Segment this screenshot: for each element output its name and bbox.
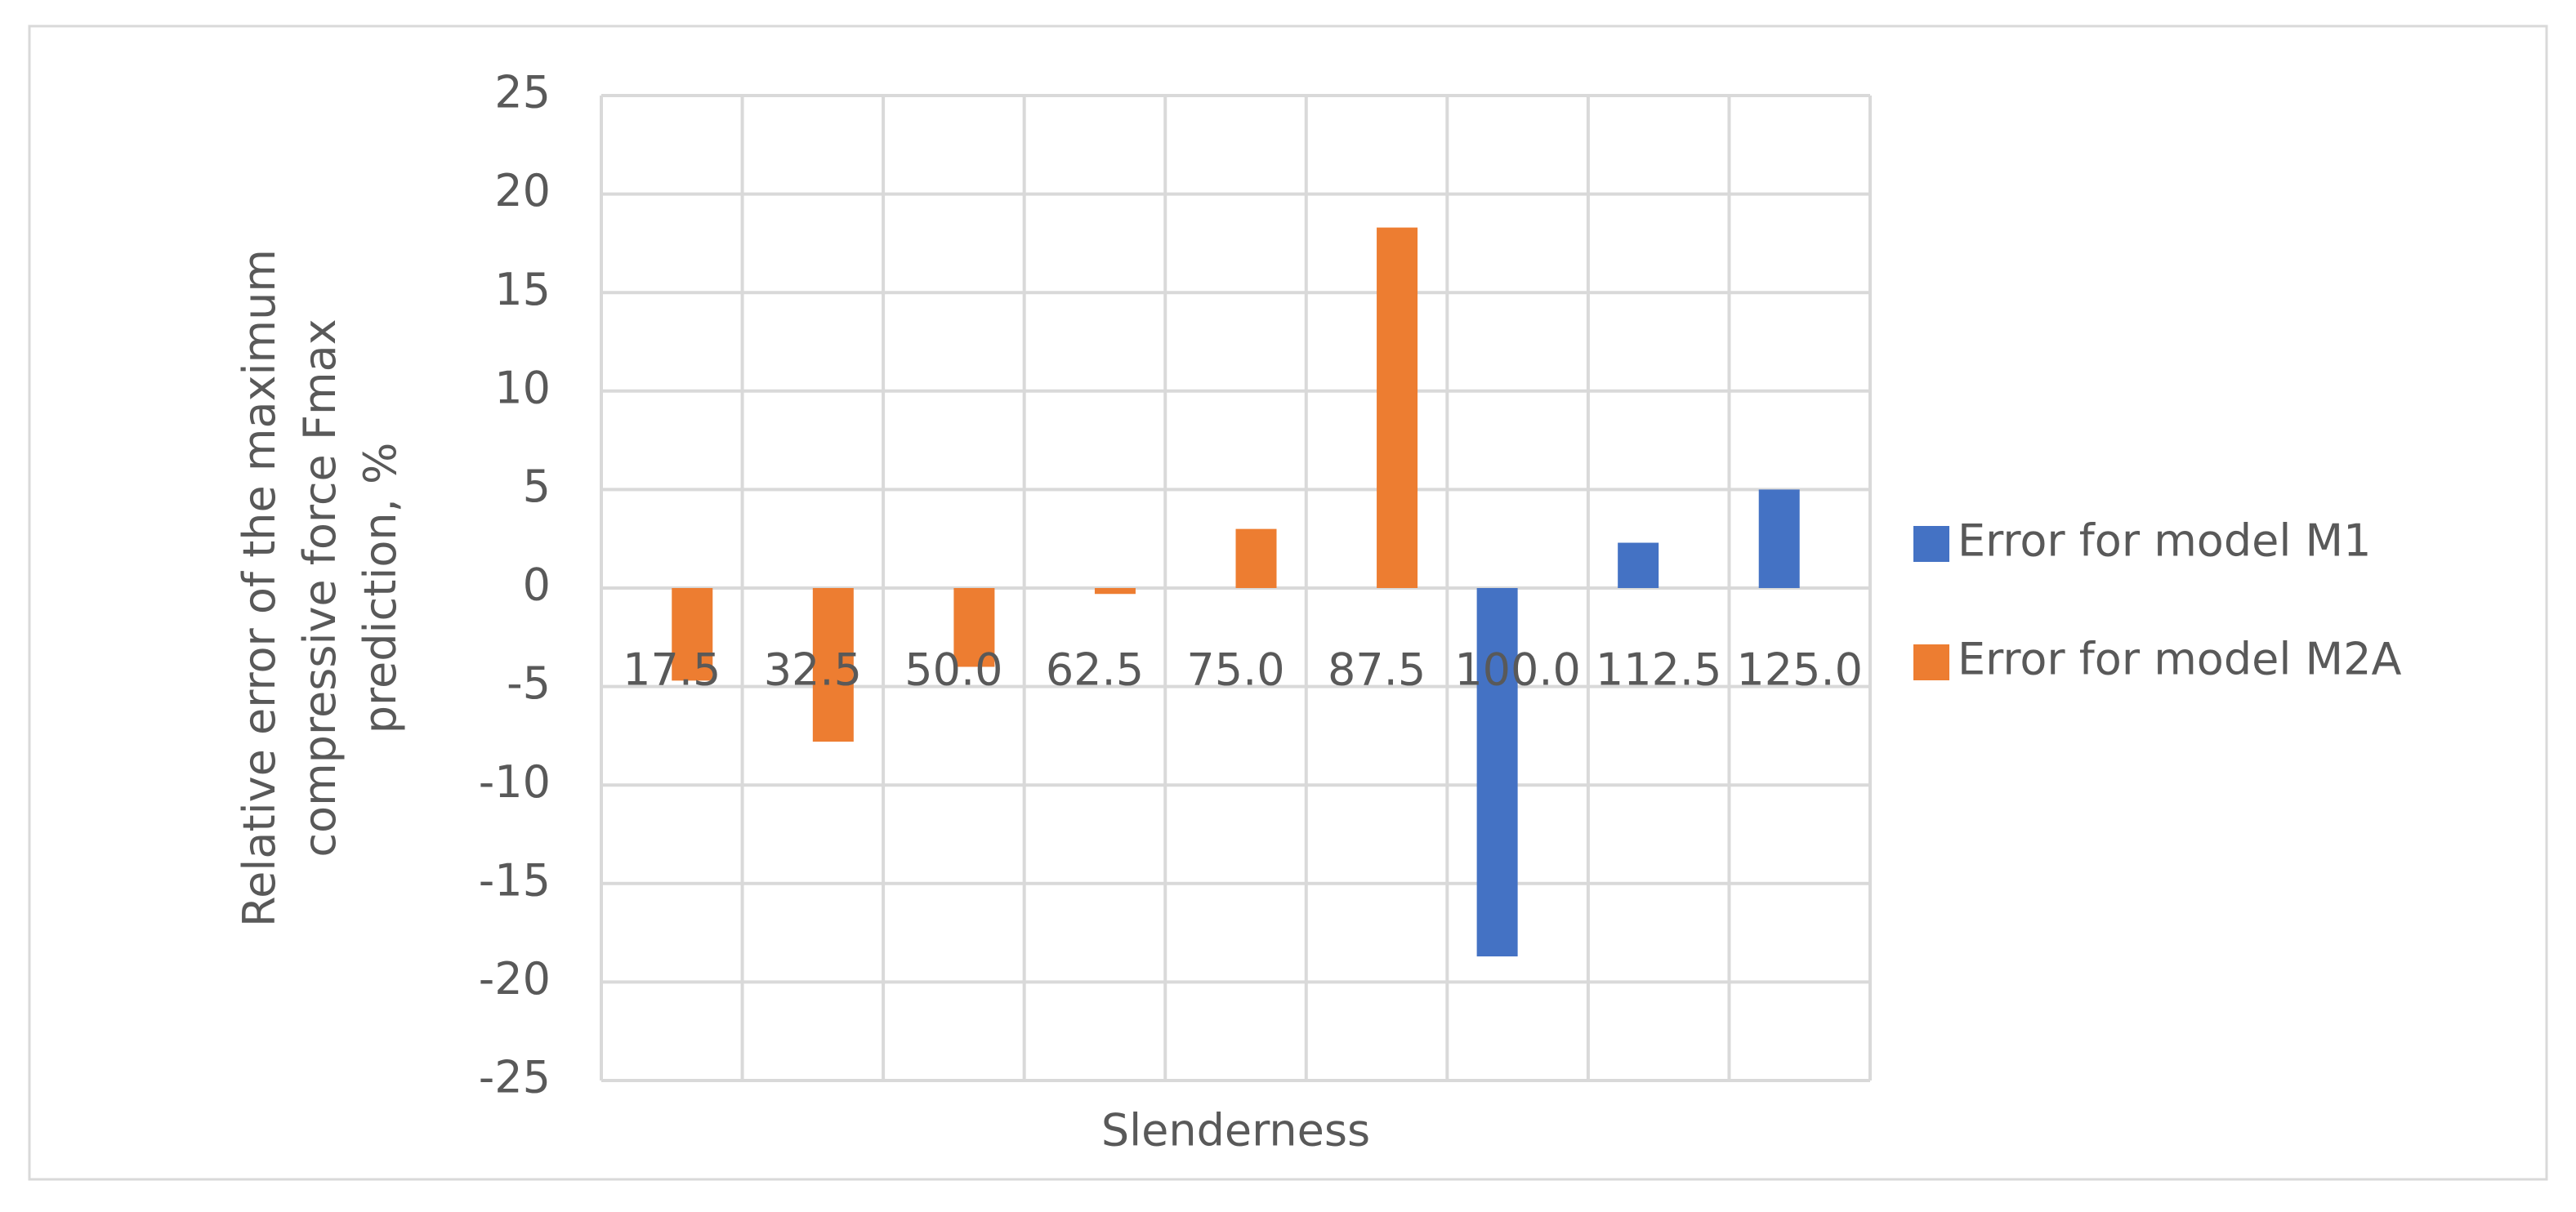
chart-border [28,25,2548,1181]
x-axis-title: Slenderness [1101,1105,1370,1156]
y-axis-title-line: compressive force Fmax [294,319,346,857]
legend-label: Error for model M2A [1958,634,2401,685]
x-tick-label: 62.5 [1046,644,1144,696]
legend-label: Error for model M1 [1958,515,2371,567]
y-tick-label: 0 [523,559,551,611]
y-tick-label: -10 [479,756,551,808]
x-tick-label: 17.5 [623,644,721,696]
y-tick-label: 5 [523,461,551,512]
legend-swatch [1913,526,1949,562]
y-axis-title-line: Relative error of the maximum [234,249,285,927]
bar [1476,588,1518,957]
bar [1094,588,1136,595]
y-tick-label: -25 [479,1052,551,1103]
x-tick-label: 112.5 [1596,644,1722,696]
y-tick-label: -15 [479,854,551,906]
bar [1235,528,1277,588]
x-tick-label: 50.0 [904,644,1002,696]
bar [672,588,713,681]
bar [1618,542,1659,588]
bar [953,588,995,667]
x-tick-label: 32.5 [764,644,862,696]
x-tick-label: 125.0 [1736,644,1863,696]
x-tick-label: 75.0 [1186,644,1284,696]
y-tick-label: 20 [494,165,551,216]
bar [812,588,854,742]
y-axis-title-line: prediction, % [355,443,406,734]
x-tick-label: 100.0 [1454,644,1581,696]
legend-swatch [1913,644,1949,680]
bar [1377,227,1418,588]
y-tick-label: 10 [494,362,551,413]
y-tick-label: -5 [507,657,551,709]
x-tick-label: 87.5 [1328,644,1426,696]
y-tick-label: -20 [479,953,551,1005]
y-tick-label: 15 [494,264,551,315]
y-axis-title: Relative error of the maximum compressive… [234,249,406,927]
y-tick-label: 25 [494,67,551,118]
bar [1758,489,1800,588]
